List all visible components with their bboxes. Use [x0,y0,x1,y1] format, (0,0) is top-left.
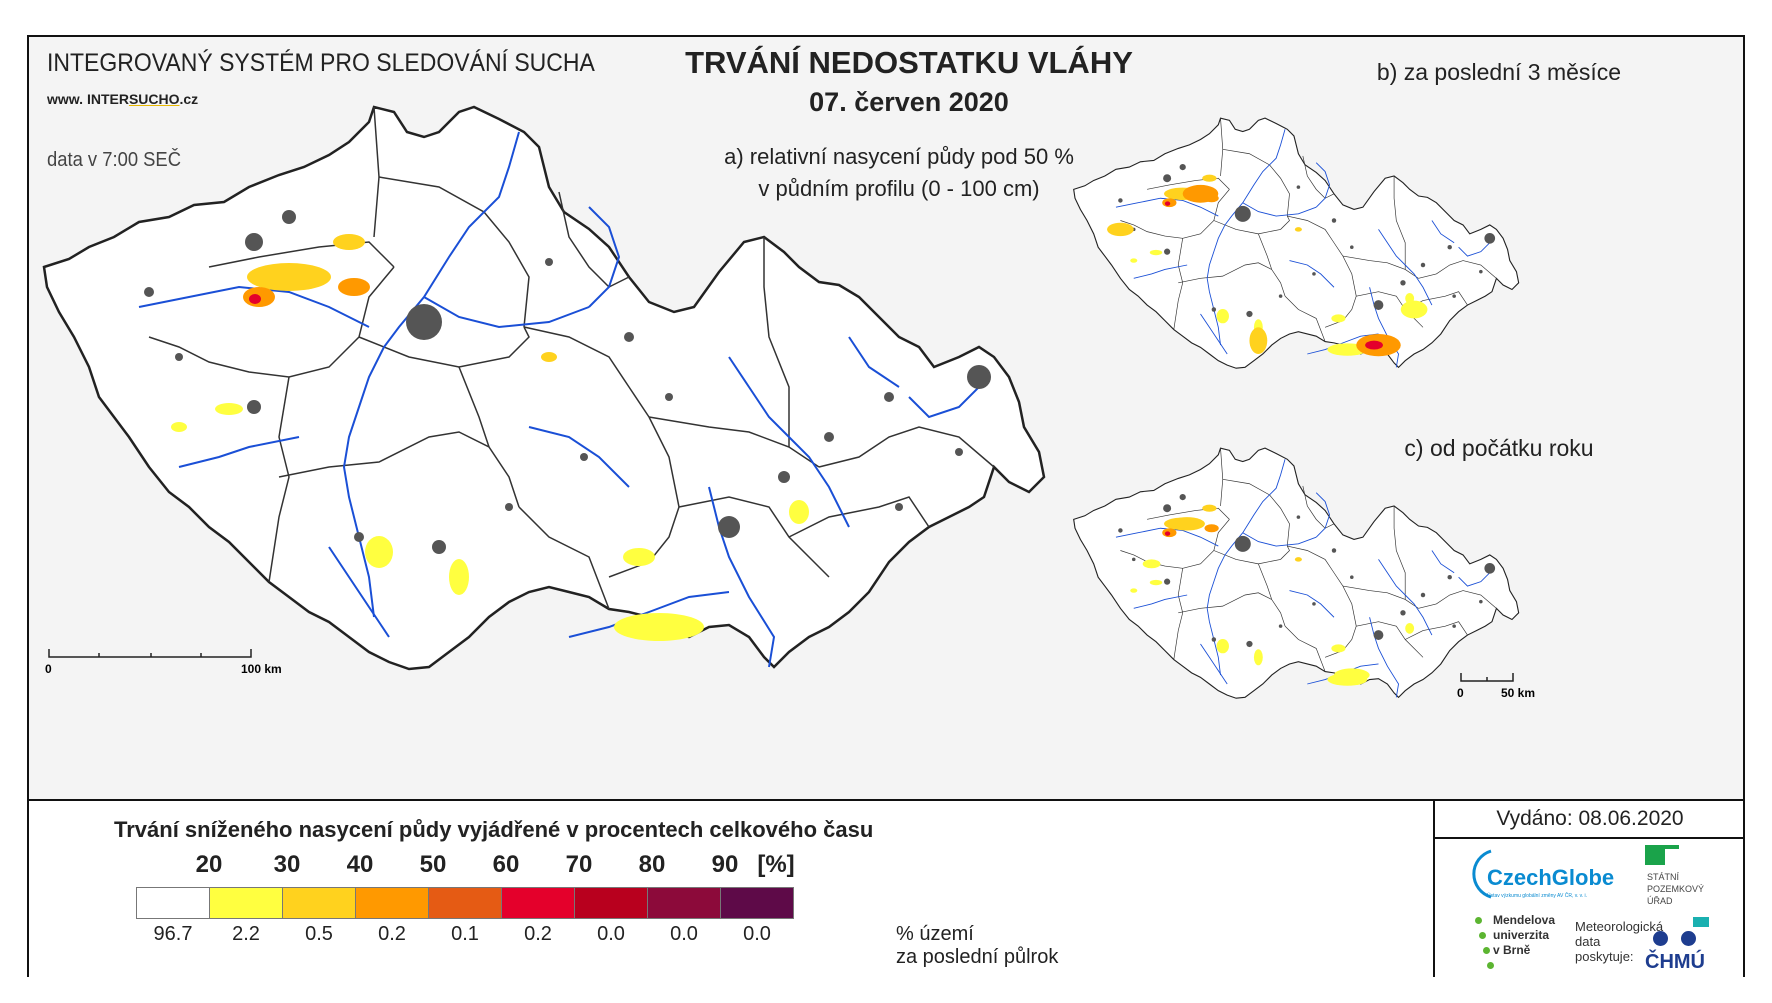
legend-color-5 [501,887,575,919]
threshold-40: 40 [346,851,374,878]
small-scale-end: 50 km [1501,686,1535,700]
issued-date: Vydáno: 08.06.2020 [1435,801,1745,839]
pct-0: 96.7 [153,923,193,945]
chmu-logo-icon [1653,931,1668,946]
pct-2: 0.5 [305,923,333,945]
pct-6: 0.0 [597,923,625,945]
legend-color-6 [574,887,648,919]
region-boundaries [148,106,995,610]
legend-color-8 [720,887,794,919]
threshold-90: 90 [711,851,739,878]
threshold-60: 60 [492,851,520,878]
main-scale-bar: 0 100 km [45,649,282,676]
czechglobe-subtitle: Ústav výzkumu globální změny AV ČR, v. v… [1487,893,1588,899]
legend-unit: [%] [757,851,795,878]
meteo-data-label: Meteorologická data poskytuje: [1575,919,1664,964]
country-outline [42,105,1046,671]
czechglobe-logo-icon [1472,849,1492,899]
publisher-box: Vydáno: 08.06.2020 CzechGlobe Ústav výzk… [1433,801,1745,977]
mendel-logo-icon [1475,917,1482,924]
threshold-70: 70 [565,851,593,878]
legend-color-7 [647,887,721,919]
main-scale-end: 100 km [241,662,282,676]
map-date: 07. červen 2020 [809,87,1009,117]
chmu-logo: ČHMÚ [1645,951,1705,973]
panel-a-caption: a) relativní nasycení půdy pod 50 % v pů… [724,144,1074,201]
main-map: 0 100 km 0 50 km [42,105,1535,700]
pct-1: 2.2 [232,923,260,945]
map-title: TRVÁNÍ NEDOSTATKU VLÁHY [685,45,1133,80]
drought-hotspots [171,234,809,641]
legend-color-2 [282,887,356,919]
system-title: INTEGROVANÝ SYSTÉM PRO SLEDOVÁNÍ SUCHA [47,49,595,77]
czech-republic-main-map [42,105,1046,671]
panel-c-map [1073,447,1520,699]
small-scale-start: 0 [1457,686,1464,700]
panel-c-caption: c) od počátku roku [1404,435,1594,461]
data-time-label: data v 7:00 SEČ [47,149,182,171]
pct-7: 0.0 [670,923,698,945]
website-link[interactable]: www. INTERSUCHO.cz [47,91,199,107]
pct-4: 0.1 [451,923,479,945]
pct-8: 0.0 [743,923,771,945]
legend-color-3 [355,887,429,919]
rivers [138,131,990,668]
main-scale-start: 0 [45,662,52,676]
small-scale-bar: 0 50 km [1457,673,1535,700]
mendel-university-logo: Mendelova univerzita v Brně [1493,913,1556,957]
threshold-30: 30 [273,851,301,878]
czechglobe-logo: CzechGlobe [1487,865,1615,890]
legend-color-0 [136,887,210,919]
panel-b-caption: b) za poslední 3 měsíce [1376,59,1622,85]
threshold-20: 20 [195,851,223,878]
legend-area: Trvání sníženého nasycení půdy vyjádřené… [29,799,1745,977]
spu-logo: STÁTNÍ POZEMKOVÝ ÚŘAD [1647,872,1705,906]
legend-title: Trvání sníženého nasycení půdy vyjádřené… [114,817,874,842]
area-label: % území za poslední půlrok [896,923,1059,968]
panel-b-map [1073,117,1520,369]
urban-areas [144,210,991,554]
legend-color-1 [209,887,283,919]
legend-color-4 [428,887,502,919]
threshold-80: 80 [638,851,666,878]
pct-5: 0.2 [524,923,552,945]
threshold-50: 50 [419,851,447,878]
pct-3: 0.2 [378,923,406,945]
map-area: INTEGROVANÝ SYSTÉM PRO SLEDOVÁNÍ SUCHA w… [29,37,1743,799]
map-frame: INTEGROVANÝ SYSTÉM PRO SLEDOVÁNÍ SUCHA w… [27,35,1745,977]
